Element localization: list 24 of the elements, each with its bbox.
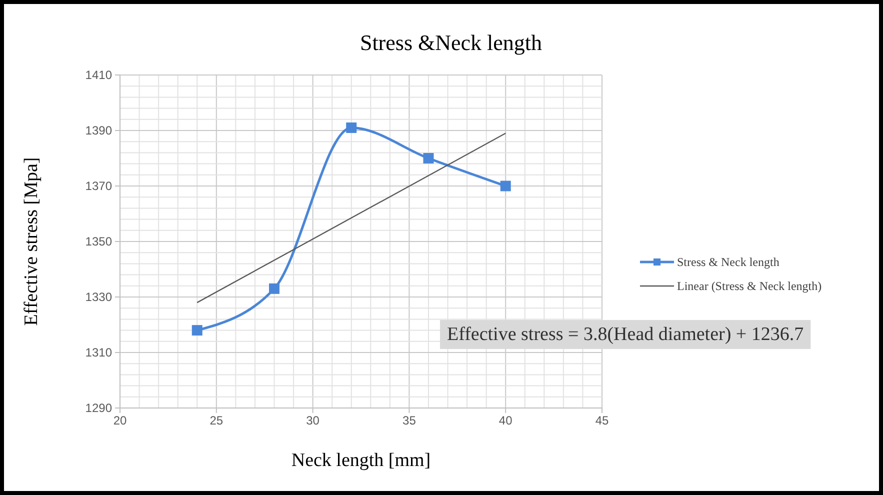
y-tick-label: 1410 <box>85 68 112 82</box>
x-tick-label: 45 <box>595 414 609 428</box>
x-tick-label: 30 <box>306 414 320 428</box>
y-tick-label: 1350 <box>85 234 112 248</box>
point <box>192 325 202 336</box>
point <box>346 122 357 133</box>
y-tick-label: 1290 <box>85 400 112 415</box>
y-tick-label: 1310 <box>85 345 112 360</box>
y-tick-label: 1390 <box>85 123 112 138</box>
x-tick-label: 25 <box>210 414 224 428</box>
y-tick-label: 1370 <box>85 178 112 193</box>
x-axis-title: Neck length [mm] <box>291 450 431 471</box>
x-tick-label: 20 <box>113 414 127 428</box>
point <box>423 153 434 164</box>
x-tick-label: 35 <box>402 414 416 428</box>
y-tick-label: 1330 <box>85 290 112 304</box>
point <box>268 283 280 294</box>
annotation: Effective stress = 3.8(Head diameter) + 1236.7 <box>447 324 804 345</box>
chart-title: Stress &Neck length <box>360 30 542 55</box>
legend-label: Linear (Stress & Neck length) <box>677 279 822 293</box>
legend-label: Stress & Neck length <box>677 255 780 269</box>
x-tick-label: 40 <box>498 414 513 428</box>
y-axis-title: Effective stress [Mpa] <box>21 157 42 326</box>
point <box>500 180 511 192</box>
